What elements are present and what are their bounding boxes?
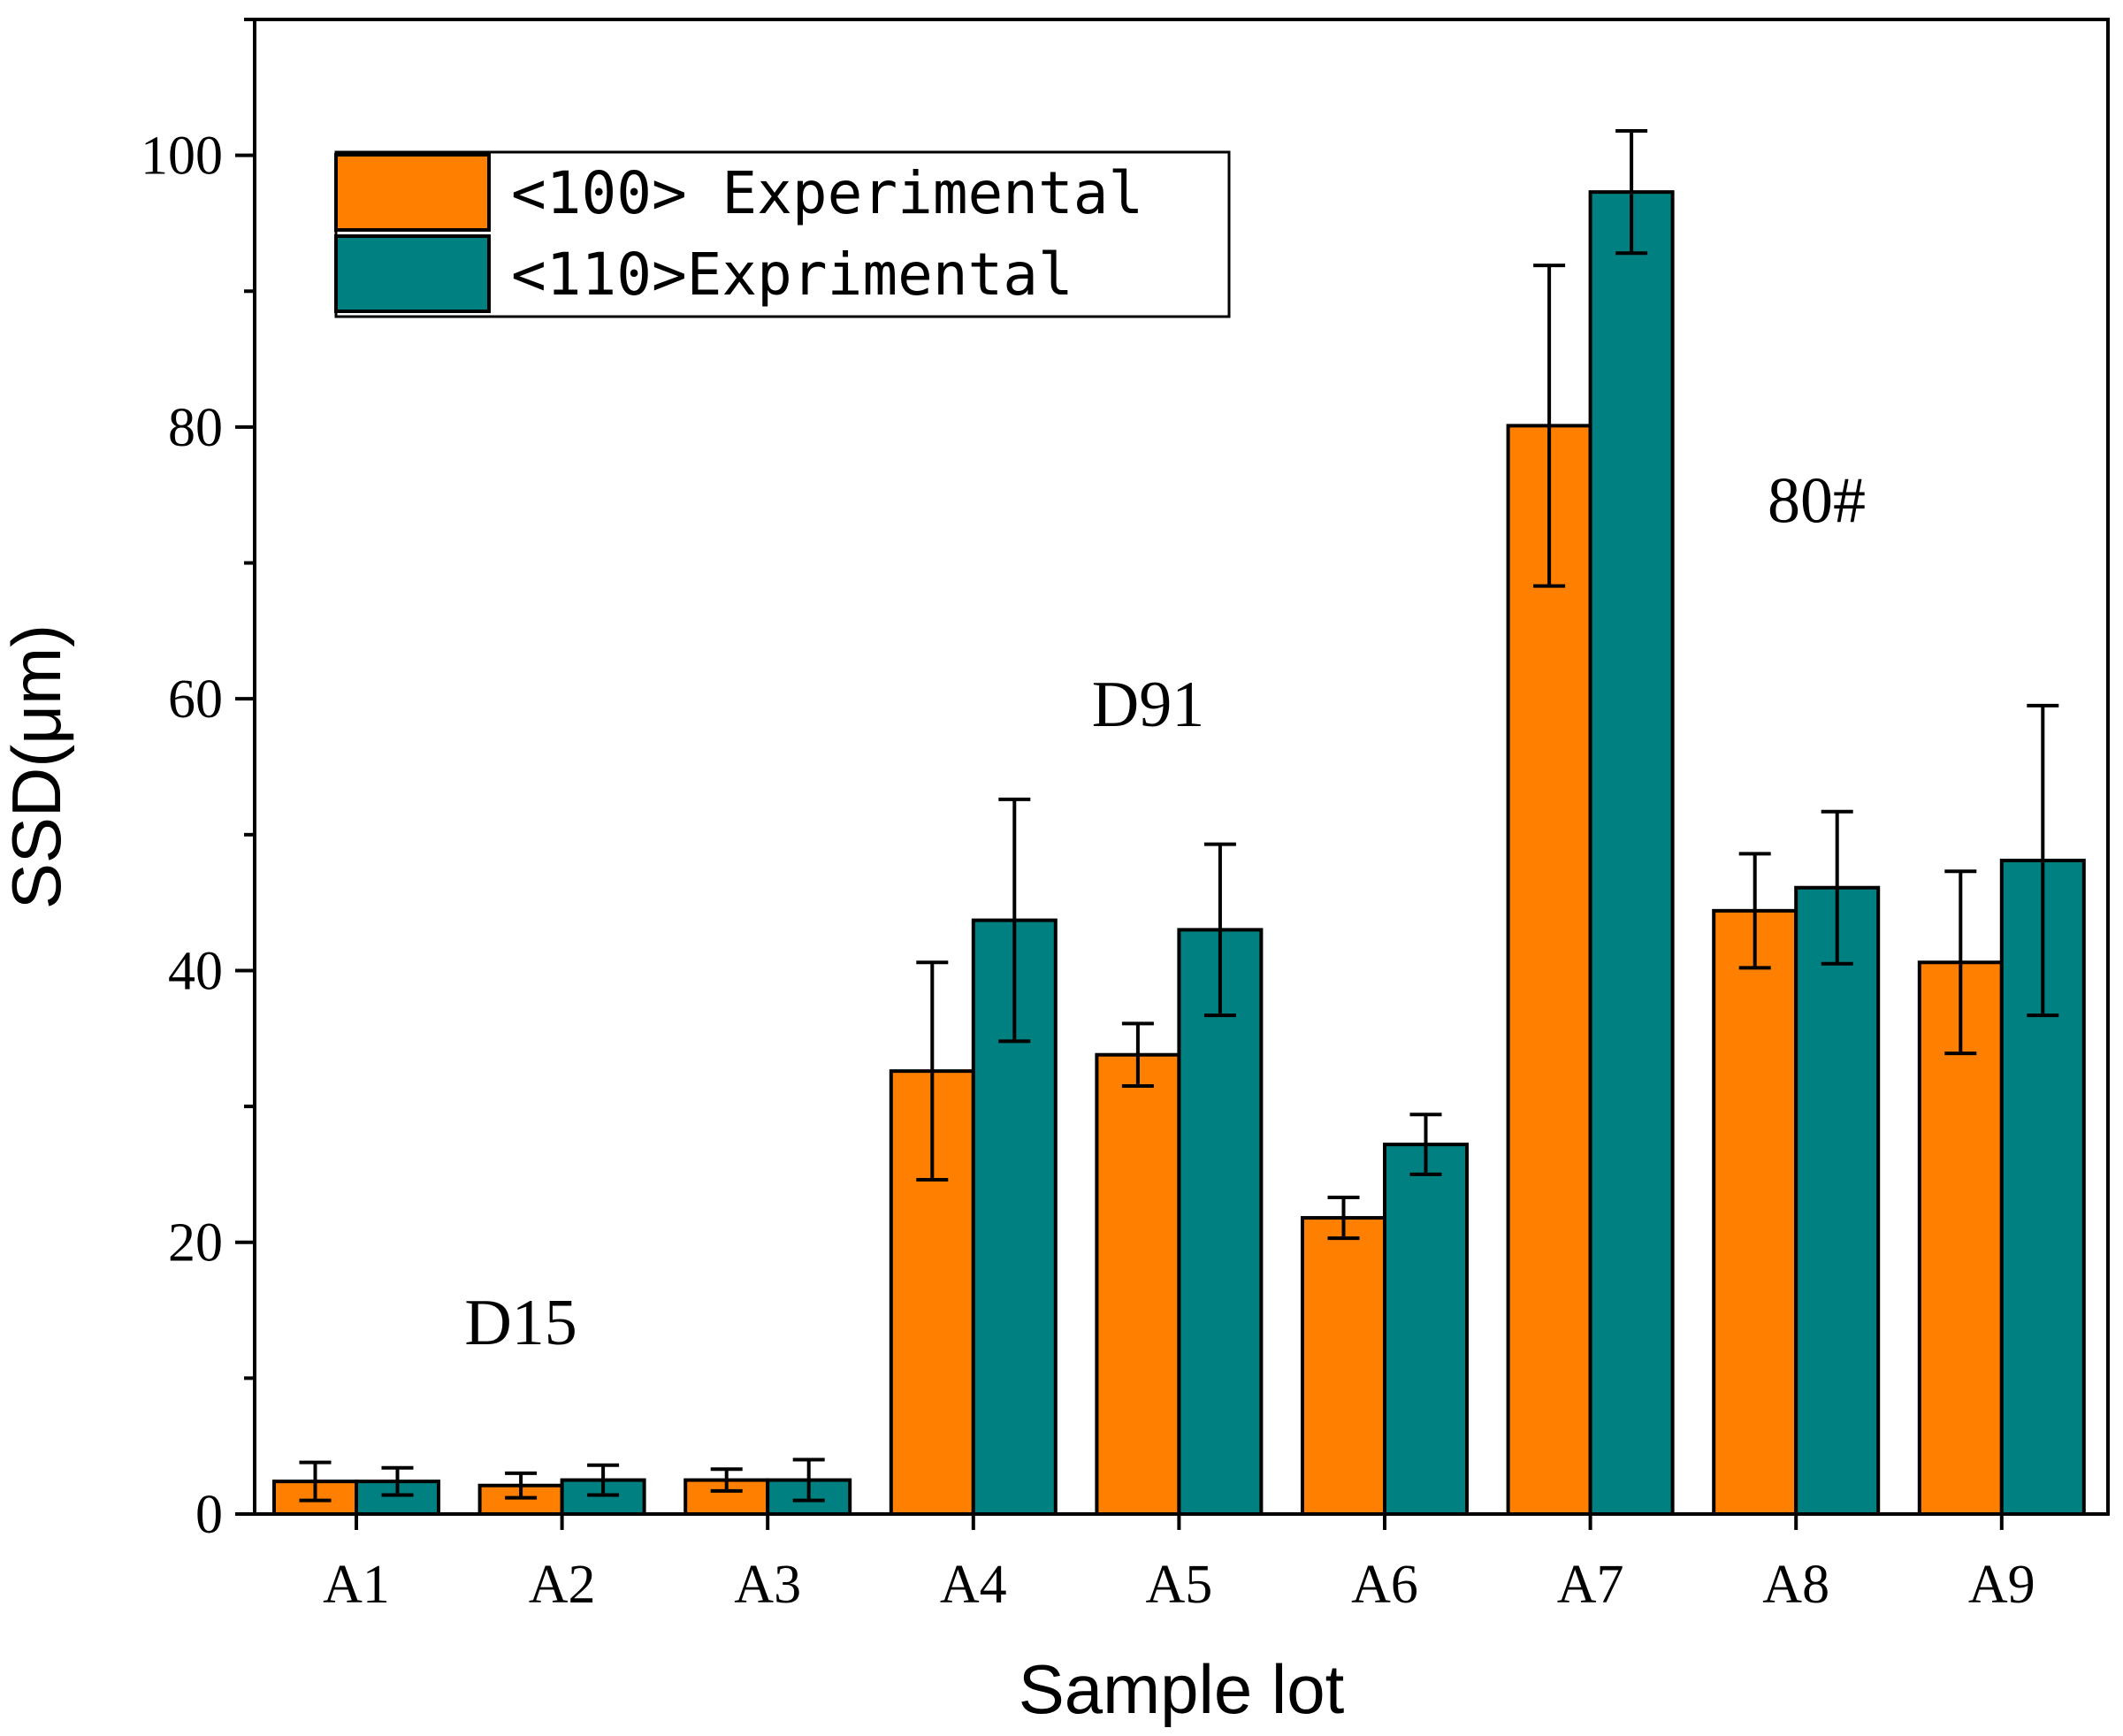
x-tick-label-A3: A3 <box>734 1555 801 1615</box>
x-tick-label-A8: A8 <box>1762 1555 1829 1615</box>
x-tick-label-A7: A7 <box>1557 1555 1624 1615</box>
group-label-D15: D15 <box>464 1287 577 1359</box>
bar-series-100-A8 <box>1712 908 1798 1516</box>
legend: <100> Experimental <110>Exprimental <box>334 150 1231 318</box>
error-bars-layer <box>299 128 2059 1503</box>
legend-label-series-110: <110>Exprimental <box>511 241 1073 309</box>
bar-series-110-A8 <box>1794 885 1881 1516</box>
y-tick-label: 0 <box>195 1485 223 1545</box>
y-tick-label: 40 <box>168 941 223 1001</box>
x-tick-label-A1: A1 <box>323 1555 390 1615</box>
bar-series-110-A7 <box>1588 190 1675 1517</box>
y-tick-label: 100 <box>141 126 223 187</box>
y-tick-label: 60 <box>168 669 223 730</box>
y-axis-title: SSD(μm) <box>0 624 75 909</box>
labels-layer: 0 20 40 60 80 100 A1 A2 A3 A4 A5 A6 A7 A8 A9 Sample lot… <box>0 126 2035 1728</box>
bar-series-110-A6 <box>1383 1143 1469 1517</box>
x-tick-label-A9: A9 <box>1968 1555 2035 1615</box>
legend-swatch-series-100 <box>334 153 491 232</box>
bar-series-100-A7 <box>1506 424 1592 1517</box>
axes-layer <box>235 18 2110 1530</box>
x-tick-label-A6: A6 <box>1351 1555 1418 1615</box>
y-tick-label: 20 <box>168 1213 223 1273</box>
y-tick-label: 80 <box>168 398 223 458</box>
bars-layer <box>272 190 2086 1517</box>
x-tick-label-A4: A4 <box>940 1555 1007 1615</box>
group-label-80hash: 80# <box>1768 464 1866 537</box>
bar-series-100-A5 <box>1095 1052 1181 1516</box>
bar-series-100-A6 <box>1301 1216 1386 1517</box>
group-label-D91: D91 <box>1092 669 1204 741</box>
x-tick-label-A2: A2 <box>529 1555 596 1615</box>
x-axis-title: Sample lot <box>1019 1650 1345 1728</box>
legend-label-series-100: <100> Experimental <box>511 159 1143 227</box>
legend-swatch-series-110 <box>334 234 491 313</box>
plot-frame <box>253 18 2110 1516</box>
x-tick-label-A5: A5 <box>1146 1555 1213 1615</box>
bar-series-110-A5 <box>1177 928 1264 1516</box>
